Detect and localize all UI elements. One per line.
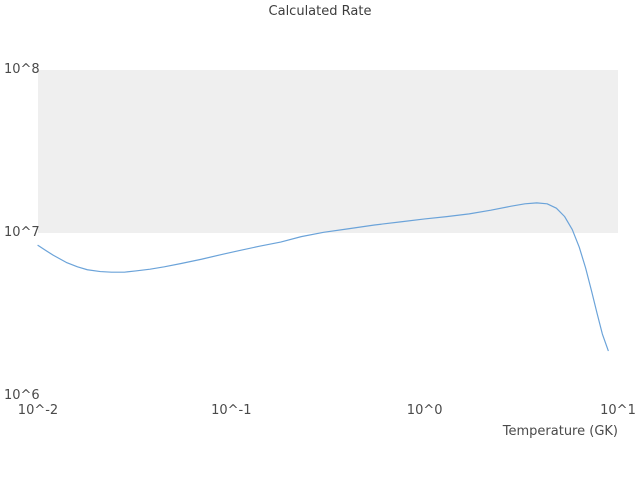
chart-title: Calculated Rate [268, 4, 372, 19]
x-axis-label: Temperature (GK) [502, 424, 618, 439]
x-tick-label: 10^-2 [17, 403, 59, 418]
y-tick-label: 10^6 [4, 388, 40, 403]
x-tick-label: 10^-1 [211, 403, 252, 418]
series-line-calculated-rate [37, 202, 609, 352]
y-tick-label: 10^8 [4, 62, 40, 77]
x-tick-label: 10^0 [406, 403, 443, 418]
y-tick-label: 10^7 [4, 225, 40, 240]
x-tick-label: 10^1 [600, 403, 636, 418]
background-band [38, 70, 618, 233]
